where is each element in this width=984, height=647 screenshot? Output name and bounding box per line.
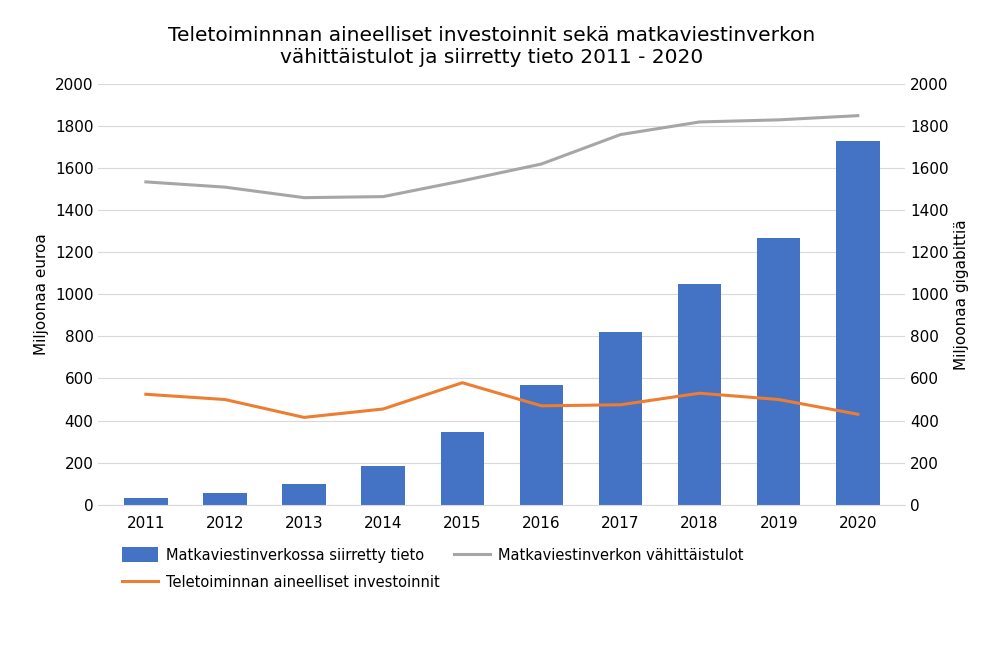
Bar (124, 498, 167, 505)
Bar (836, 141, 880, 505)
Matkaviestinverkon vähittäistulot (298, 194, 310, 202)
Teletoiminnan aineelliset investoinnit (219, 396, 231, 404)
Matkaviestinverkon vähittäistulot (377, 193, 389, 201)
Matkaviestinverkon vähittäistulot (140, 178, 152, 186)
Bar (678, 284, 721, 505)
Matkaviestinverkon vähittäistulot (772, 116, 784, 124)
Teletoiminnan aineelliset investoinnit (140, 390, 152, 398)
Teletoiminnan aineelliset investoinnit (772, 396, 784, 404)
Matkaviestinverkon vähittäistulot (694, 118, 706, 126)
Bar (282, 484, 326, 505)
Matkaviestinverkon vähittäistulot (535, 160, 547, 168)
Matkaviestinverkon vähittäistulot (457, 177, 468, 185)
Teletoiminnan aineelliset investoinnit (377, 405, 389, 413)
Line: Teletoiminnan aineelliset investoinnit: Teletoiminnan aineelliset investoinnit (146, 383, 858, 417)
Bar (598, 333, 643, 505)
Teletoiminnan aineelliset investoinnit (694, 389, 706, 397)
Teletoiminnan aineelliset investoinnit (852, 410, 864, 418)
Teletoiminnan aineelliset investoinnit (615, 401, 627, 409)
Line: Matkaviestinverkon vähittäistulot: Matkaviestinverkon vähittäistulot (146, 116, 858, 198)
Matkaviestinverkon vähittäistulot (615, 131, 627, 138)
Teletoiminnan aineelliset investoinnit (457, 379, 468, 387)
Text: Teletoiminnnan aineelliset investoinnit sekä matkaviestinverkon
vähittäistulot j: Teletoiminnnan aineelliset investoinnit … (168, 26, 816, 67)
Matkaviestinverkon vähittäistulot (852, 112, 864, 120)
Y-axis label: Miljoonaa gigabittiä: Miljoonaa gigabittiä (954, 219, 969, 369)
Bar (441, 432, 484, 505)
Y-axis label: Miljoonaa euroa: Miljoonaa euroa (34, 234, 49, 355)
Bar (204, 493, 247, 505)
Bar (757, 237, 800, 505)
Bar (361, 466, 405, 505)
Teletoiminnan aineelliset investoinnit (535, 402, 547, 410)
Legend: Matkaviestinverkossa siirretty tieto, Teletoiminnan aineelliset investoinnit, Ma: Matkaviestinverkossa siirretty tieto, Te… (122, 547, 743, 590)
Matkaviestinverkon vähittäistulot (219, 183, 231, 191)
Bar (520, 385, 563, 505)
Teletoiminnan aineelliset investoinnit (298, 413, 310, 421)
